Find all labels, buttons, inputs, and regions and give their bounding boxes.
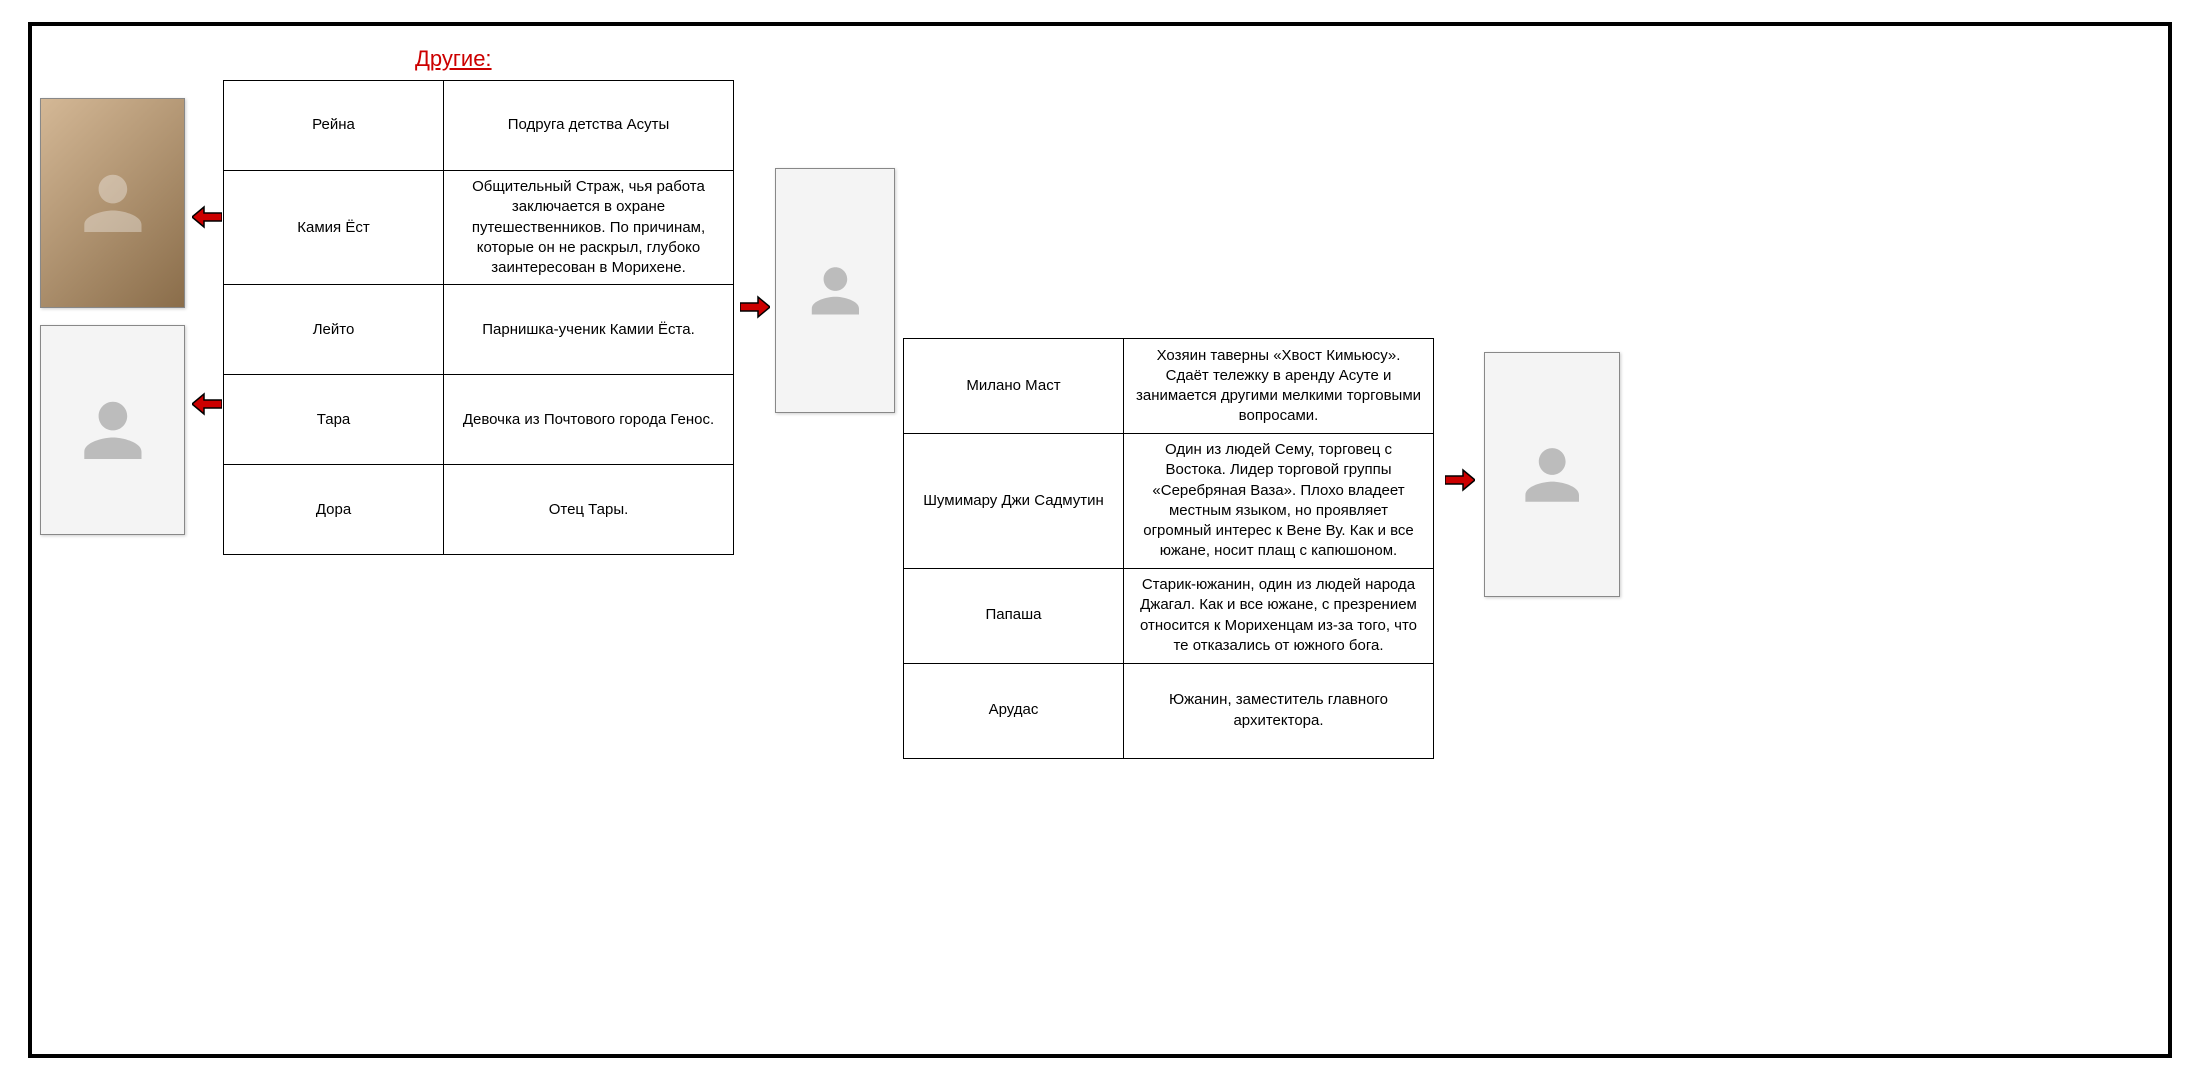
arrow-right-icon bbox=[740, 295, 770, 319]
characters-table-2: Милано Маст Хозяин таверны «Хвост Кимьюс… bbox=[903, 338, 1434, 759]
char-desc: Общительный Страж, чья работа заключаетс… bbox=[444, 171, 734, 285]
char-name: Арудас bbox=[904, 663, 1124, 758]
char-name: Папаша bbox=[904, 568, 1124, 663]
table-row: Рейна Подруга детства Асуты bbox=[224, 81, 734, 171]
character-image-3 bbox=[775, 168, 895, 413]
char-desc: Девочка из Почтового города Генос. bbox=[444, 375, 734, 465]
char-desc: Подруга детства Асуты bbox=[444, 81, 734, 171]
arrow-left-icon bbox=[192, 205, 222, 229]
char-name: Дора bbox=[224, 465, 444, 555]
table-row: Дора Отец Тары. bbox=[224, 465, 734, 555]
table-row: Тара Девочка из Почтового города Генос. bbox=[224, 375, 734, 465]
char-desc: Один из людей Сему, торговец с Востока. … bbox=[1124, 434, 1434, 569]
char-name: Рейна bbox=[224, 81, 444, 171]
character-image-2 bbox=[40, 325, 185, 535]
char-name: Шумимару Джи Садмутин bbox=[904, 434, 1124, 569]
char-name: Тара bbox=[224, 375, 444, 465]
arrow-right-icon bbox=[1445, 468, 1475, 492]
char-desc: Старик-южанин, один из людей народа Джаг… bbox=[1124, 568, 1434, 663]
char-name: Милано Маст bbox=[904, 339, 1124, 434]
character-image-4 bbox=[1484, 352, 1620, 597]
table-row: Камия Ёст Общительный Страж, чья работа … bbox=[224, 171, 734, 285]
table-row: Лейто Парнишка-ученик Камии Ёста. bbox=[224, 285, 734, 375]
characters-table-1: Рейна Подруга детства Асуты Камия Ёст Об… bbox=[223, 80, 734, 555]
char-desc: Южанин, заместитель главного архитектора… bbox=[1124, 663, 1434, 758]
table-row: Милано Маст Хозяин таверны «Хвост Кимьюс… bbox=[904, 339, 1434, 434]
char-desc: Хозяин таверны «Хвост Кимьюсу». Сдаёт те… bbox=[1124, 339, 1434, 434]
character-image-1 bbox=[40, 98, 185, 308]
char-desc: Парнишка-ученик Камии Ёста. bbox=[444, 285, 734, 375]
arrow-left-icon bbox=[192, 392, 222, 416]
table-row: Папаша Старик-южанин, один из людей наро… bbox=[904, 568, 1434, 663]
section-title: Другие: bbox=[415, 46, 492, 72]
char-name: Камия Ёст bbox=[224, 171, 444, 285]
char-desc: Отец Тары. bbox=[444, 465, 734, 555]
char-name: Лейто bbox=[224, 285, 444, 375]
table-row: Арудас Южанин, заместитель главного архи… bbox=[904, 663, 1434, 758]
table-row: Шумимару Джи Садмутин Один из людей Сему… bbox=[904, 434, 1434, 569]
